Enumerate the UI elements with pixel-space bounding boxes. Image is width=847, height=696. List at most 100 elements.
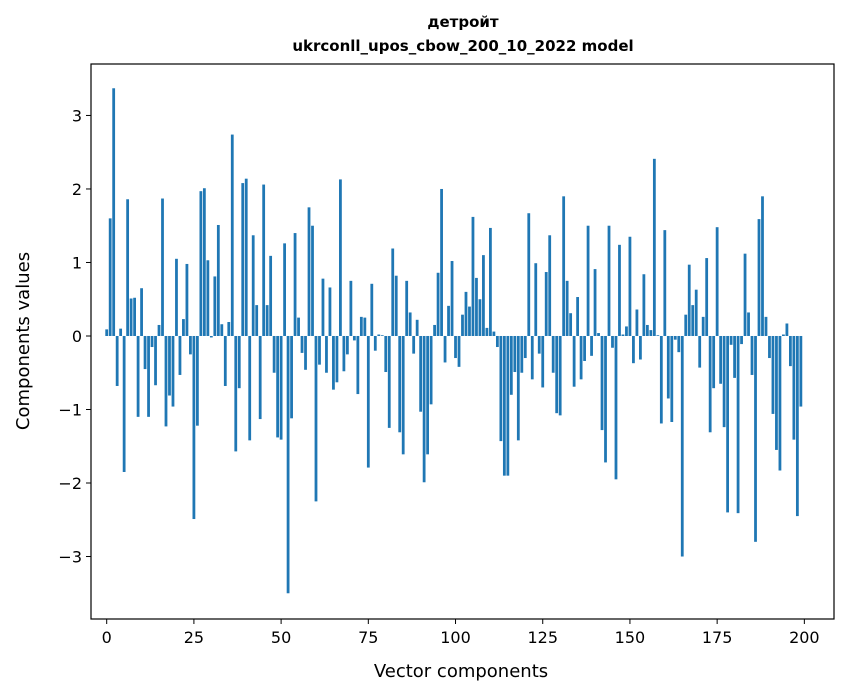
bar-131 xyxy=(562,196,566,336)
bar-82 xyxy=(391,248,395,336)
bar-41 xyxy=(248,335,252,441)
bar-114 xyxy=(502,335,506,476)
bar-189 xyxy=(764,316,768,336)
bar-88 xyxy=(412,335,416,354)
bar-23 xyxy=(185,263,189,336)
bar-7 xyxy=(129,298,133,336)
bar-60 xyxy=(314,335,318,502)
bar-138 xyxy=(586,225,590,336)
y-tick-label-0: 0 xyxy=(72,327,82,346)
bar-199 xyxy=(799,335,803,407)
x-tick-label-150: 150 xyxy=(615,628,646,647)
bar-33 xyxy=(220,324,224,336)
bar-139 xyxy=(590,335,593,356)
bar-25 xyxy=(192,335,196,520)
bar-16 xyxy=(161,198,164,336)
bar-59 xyxy=(311,225,314,336)
bar-163 xyxy=(673,335,677,340)
bar-12 xyxy=(147,335,150,417)
y-tick-label--3: −3 xyxy=(58,548,82,567)
bar-157 xyxy=(652,158,656,336)
bar-43 xyxy=(255,305,259,336)
bar-85 xyxy=(401,335,405,455)
bar-169 xyxy=(694,289,698,336)
bar-1 xyxy=(108,218,112,336)
bar-70 xyxy=(349,280,353,336)
bar-47 xyxy=(269,255,273,336)
bar-192 xyxy=(775,335,778,450)
bar-28 xyxy=(202,188,206,336)
bar-93 xyxy=(429,335,433,405)
bar-32 xyxy=(216,224,220,336)
bar-105 xyxy=(471,216,475,336)
bar-54 xyxy=(293,233,297,336)
bar-87 xyxy=(408,312,412,336)
bar-168 xyxy=(691,305,695,336)
bar-20 xyxy=(175,258,178,336)
x-tick-label-100: 100 xyxy=(440,628,471,647)
bar-162 xyxy=(670,335,674,422)
bar-61 xyxy=(318,335,321,365)
bar-181 xyxy=(736,335,740,514)
bar-152 xyxy=(635,309,639,336)
bar-125 xyxy=(541,335,545,388)
bar-83 xyxy=(394,275,398,336)
bar-153 xyxy=(639,335,642,360)
bar-35 xyxy=(227,322,231,336)
bar-119 xyxy=(520,335,524,373)
bar-177 xyxy=(722,335,726,428)
bar-9 xyxy=(136,335,140,417)
bar-39 xyxy=(241,183,245,336)
bar-173 xyxy=(708,335,712,433)
bar-50 xyxy=(279,335,283,440)
y-tick-label-1: 1 xyxy=(72,253,82,272)
bar-144 xyxy=(607,225,611,336)
bar-37 xyxy=(234,335,238,452)
bar-19 xyxy=(171,335,175,407)
bar-31 xyxy=(213,276,217,336)
x-tick-label-50: 50 xyxy=(271,628,291,647)
bar-69 xyxy=(345,335,349,355)
bar-24 xyxy=(189,335,192,355)
bar-165 xyxy=(680,335,684,557)
bar-4 xyxy=(119,328,123,336)
y-axis-ticks: −3 −2 −1 0 1 2 3 xyxy=(58,106,91,567)
bar-10 xyxy=(140,288,143,336)
bar-29 xyxy=(206,260,210,336)
bar-170 xyxy=(698,335,702,368)
bar-5 xyxy=(122,335,126,472)
bar-129 xyxy=(555,335,559,414)
bar-13 xyxy=(150,335,154,348)
y-tick-label--1: −1 xyxy=(58,400,82,419)
bar-197 xyxy=(792,335,796,440)
bar-112 xyxy=(495,335,499,348)
bar-130 xyxy=(558,335,562,416)
bar-110 xyxy=(489,227,492,336)
bar-89 xyxy=(415,319,419,336)
bar-106 xyxy=(475,277,478,336)
bar-63 xyxy=(325,335,328,373)
x-tick-label-125: 125 xyxy=(527,628,558,647)
bar-0 xyxy=(105,329,109,336)
bar-128 xyxy=(551,335,555,373)
bar-171 xyxy=(701,316,705,336)
bar-77 xyxy=(373,335,377,351)
bar-179 xyxy=(729,335,733,345)
bar-30 xyxy=(209,335,213,338)
bar-67 xyxy=(339,179,342,336)
bar-104 xyxy=(468,306,471,336)
bar-195 xyxy=(785,323,789,336)
bar-160 xyxy=(663,230,667,336)
bar-145 xyxy=(611,335,614,348)
bar-57 xyxy=(304,335,307,370)
bar-186 xyxy=(754,335,757,542)
bar-21 xyxy=(178,335,182,375)
bar-135 xyxy=(576,297,580,336)
bar-132 xyxy=(565,280,569,336)
bar-198 xyxy=(795,335,799,517)
y-axis-label: Components values xyxy=(13,252,34,430)
bar-27 xyxy=(199,191,203,336)
bar-8 xyxy=(133,297,136,336)
bar-182 xyxy=(740,335,743,345)
bar-68 xyxy=(342,335,346,372)
